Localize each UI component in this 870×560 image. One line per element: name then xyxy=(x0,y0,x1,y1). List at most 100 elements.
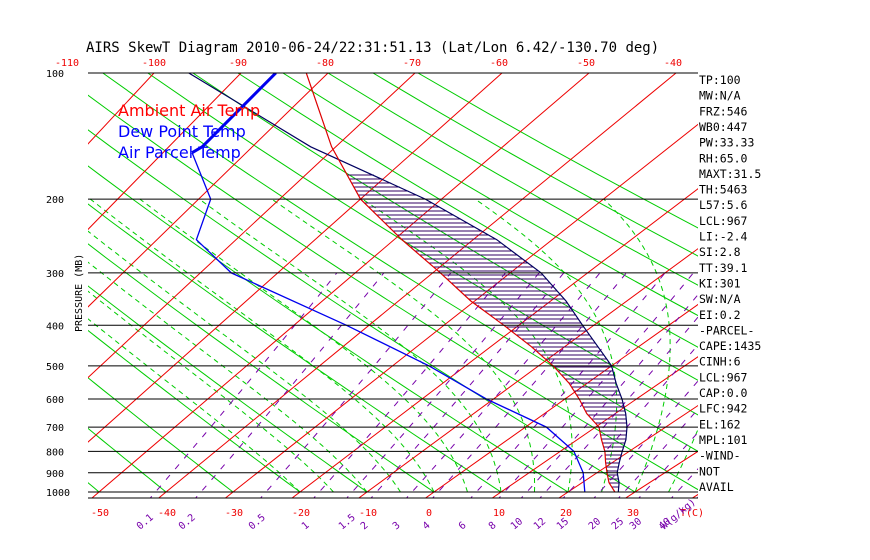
chart-title: AIRS SkewT Diagram 2010-06-24/22:31:51.1… xyxy=(86,40,659,56)
stability-index: LCL:967 xyxy=(699,370,748,384)
isotherm xyxy=(491,356,698,498)
mixing-ratio-line xyxy=(617,408,698,498)
bottom-temp-tick-label: 30 xyxy=(627,508,639,519)
top-temp-tick-label: -50 xyxy=(577,58,595,69)
mixing-ratio-line xyxy=(593,380,698,498)
dry-adiabat xyxy=(88,427,167,493)
stability-index: RH:65.0 xyxy=(699,151,748,165)
legend: Ambient Air Temp Dew Point Temp Air Parcel… xyxy=(118,101,260,162)
mixing-ratio-line xyxy=(260,272,452,498)
mixing-ratio-label: 3 xyxy=(391,520,403,532)
stability-index: TP:100 xyxy=(699,73,741,87)
mixing-ratio-label: 2 xyxy=(359,520,371,532)
stability-index: EI:0.2 xyxy=(699,308,741,322)
isotherm xyxy=(0,73,67,501)
pressure-tick-label: 900 xyxy=(46,469,64,480)
plot-frame xyxy=(88,72,698,499)
stability-index: WB0:447 xyxy=(699,120,748,134)
dry-adiabat xyxy=(88,243,435,493)
mixing-ratio-line xyxy=(432,272,627,498)
stability-index: AVAIL xyxy=(699,480,734,494)
stability-index: TH:5463 xyxy=(699,183,748,197)
pressure-tick-label: 300 xyxy=(46,269,64,280)
dry-adiabat xyxy=(88,94,698,491)
mixing-ratio-line xyxy=(562,344,698,498)
ambient-temp-line xyxy=(305,73,616,493)
mixing-ratio-line xyxy=(539,316,698,498)
isotherm xyxy=(291,188,698,498)
top-temp-tick-label: -90 xyxy=(229,58,247,69)
dry-adiabat xyxy=(282,73,698,317)
dry-adiabat xyxy=(88,329,301,493)
stability-index: CAPE:1435 xyxy=(699,339,761,353)
top-temp-tick-label: -80 xyxy=(316,58,334,69)
bottom-temp-tick-label: 10 xyxy=(493,508,505,519)
mixing-ratio-line xyxy=(470,272,666,498)
moist-adiabat xyxy=(88,290,334,493)
mixing-ratio-label: 1.5 xyxy=(337,512,358,532)
stability-index: SI:2.8 xyxy=(699,245,741,259)
dry-adiabat xyxy=(192,73,698,381)
mixing-ratio-line xyxy=(638,431,698,498)
mixing-ratio-line xyxy=(195,272,385,498)
isotherm xyxy=(424,303,698,498)
top-temp-tick-label: -60 xyxy=(490,58,508,69)
top-temp-tick-label: -100 xyxy=(142,58,166,69)
top-temp-tick-label: -110 xyxy=(55,58,79,69)
isotherm xyxy=(91,73,590,498)
pressure-tick-label: 700 xyxy=(46,423,64,434)
isotherm xyxy=(88,73,242,231)
bottom-temp-tick-label: 0 xyxy=(426,508,432,519)
dry-adiabat xyxy=(88,377,234,493)
legend-entry: Dew Point Temp xyxy=(118,122,246,141)
isotherm xyxy=(88,73,329,308)
mixing-ratio-line xyxy=(149,272,338,498)
stability-index: SW:N/A xyxy=(699,292,741,306)
mixing-ratio-line xyxy=(670,468,698,498)
legend-entry: Ambient Air Temp xyxy=(118,101,260,120)
mixing-ratio-line xyxy=(313,272,506,498)
dry-adiabat xyxy=(237,73,698,348)
mixing-ratio-label: 0.2 xyxy=(177,512,198,532)
dry-adiabat xyxy=(88,203,502,493)
pressure-tick-label: 500 xyxy=(46,362,64,373)
moist-adiabat xyxy=(89,198,435,493)
mixing-ratio-line xyxy=(520,293,698,498)
legend-entry: Air Parcel Temp xyxy=(118,143,241,162)
dry-adiabat xyxy=(327,73,698,286)
stability-index: NOT xyxy=(699,464,720,478)
moist-adiabat xyxy=(88,230,401,493)
y-axis-label: PRESSURE (MB) xyxy=(74,254,85,332)
isotherm xyxy=(88,73,416,379)
bottom-temp-tick-label: -20 xyxy=(292,508,310,519)
isotherm xyxy=(157,73,677,498)
mixing-ratio-label: 20 xyxy=(587,516,603,532)
mixing-ratio-line xyxy=(370,272,565,498)
stability-index: LFC:942 xyxy=(699,402,747,416)
stability-index: FRZ:546 xyxy=(699,104,748,118)
pressure-tick-label: 200 xyxy=(46,195,64,206)
bottom-temp-tick-label: -50 xyxy=(91,508,109,519)
mixing-ratio-line xyxy=(498,272,694,498)
stability-index: EL:162 xyxy=(699,417,741,431)
mixing-ratio-label: 10 xyxy=(509,516,525,532)
dry-adiabat xyxy=(88,165,569,493)
stability-index: -PARCEL- xyxy=(699,323,754,337)
top-temp-tick-label: -40 xyxy=(664,58,682,69)
stability-index: MAXT:31.5 xyxy=(699,167,761,181)
profiles xyxy=(188,73,628,493)
mixing-ratio-label: 1 xyxy=(300,520,312,532)
stability-index: CAP:0.0 xyxy=(699,386,748,400)
mixing-ratio-label: 6 xyxy=(457,520,469,532)
bottom-temp-tick-label: 20 xyxy=(560,508,572,519)
stability-index: TT:39.1 xyxy=(699,261,748,275)
stability-index: LCL:967 xyxy=(699,214,748,228)
dry-adiabat xyxy=(372,73,698,257)
mixing-ratio-label: 0.5 xyxy=(247,512,268,532)
mixing-ratio-label: 0.1 xyxy=(135,512,156,532)
dry-adiabat xyxy=(88,285,368,493)
stability-index: CINH:6 xyxy=(699,355,741,369)
stability-index: PW:33.33 xyxy=(699,136,754,150)
